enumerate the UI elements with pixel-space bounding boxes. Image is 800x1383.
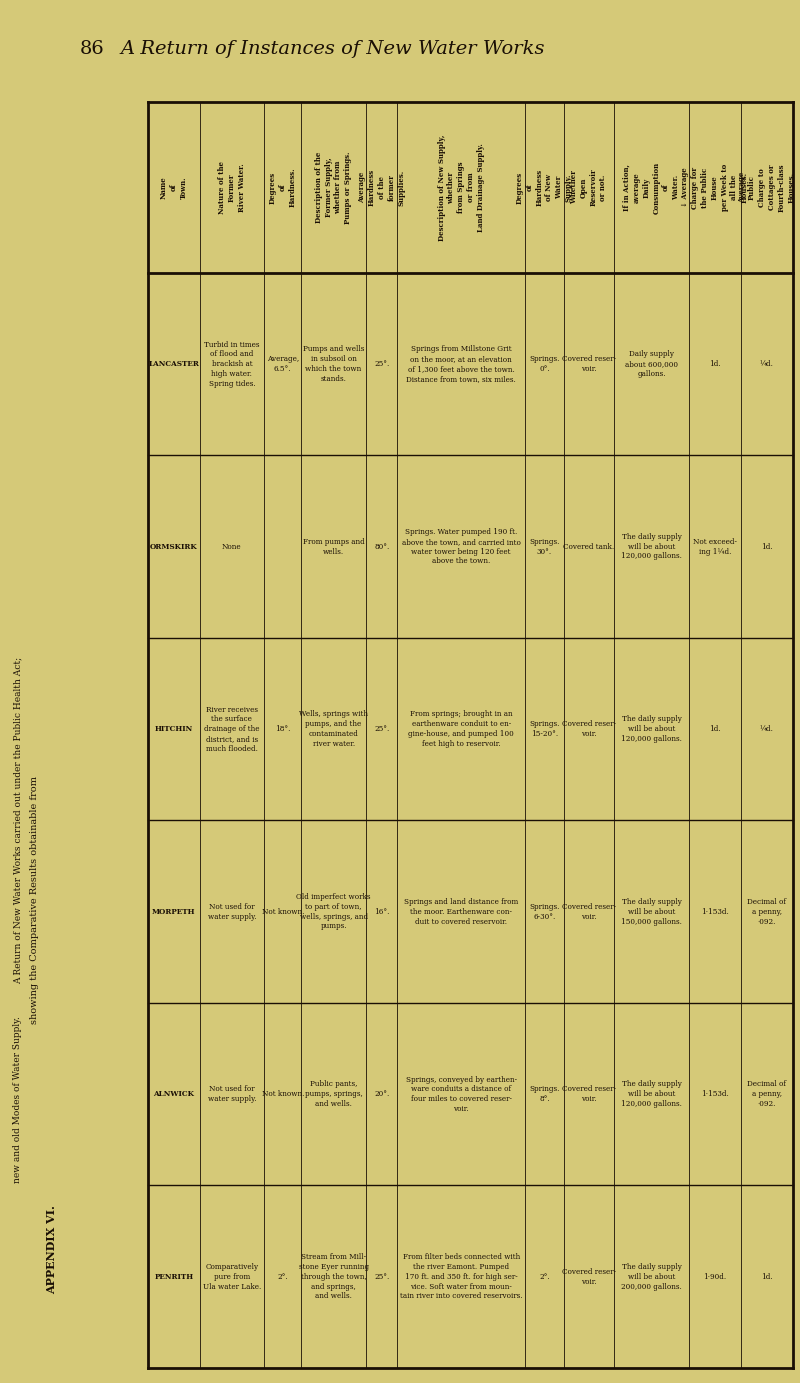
Text: Springs. Water pumped 190 ft.
above the town, and carried into
water tower being: Springs. Water pumped 190 ft. above the …	[402, 528, 521, 566]
Text: 1d.: 1d.	[761, 542, 773, 550]
Text: 86: 86	[80, 40, 105, 58]
Text: Public pants,
pumps, springs,
and wells.: Public pants, pumps, springs, and wells.	[305, 1080, 362, 1108]
Text: 1d.: 1d.	[761, 1272, 773, 1281]
Text: Not used for
water supply.: Not used for water supply.	[208, 903, 256, 921]
Text: 25°.: 25°.	[374, 360, 390, 368]
Text: MORPETH: MORPETH	[152, 907, 195, 916]
Text: Comparatively
pure from
Ula water Lake.: Comparatively pure from Ula water Lake.	[202, 1263, 261, 1290]
Text: 80°.: 80°.	[374, 542, 390, 550]
Text: 1d.: 1d.	[709, 725, 721, 733]
Text: The daily supply
will be about
200,000 gallons.: The daily supply will be about 200,000 g…	[621, 1263, 682, 1290]
Text: HITCHIN: HITCHIN	[154, 725, 193, 733]
Text: Springs, conveyed by earthen-
ware conduits a distance of
four miles to covered : Springs, conveyed by earthen- ware condu…	[406, 1076, 517, 1113]
Text: The daily supply
will be about
150,000 gallons.: The daily supply will be about 150,000 g…	[621, 898, 682, 925]
Text: Not used for
water supply.: Not used for water supply.	[208, 1086, 256, 1104]
Text: 1·153d.: 1·153d.	[701, 907, 729, 916]
Text: Springs from Millstone Grit
on the moor, at an elevation
of 1,300 feet above the: Springs from Millstone Grit on the moor,…	[406, 346, 516, 383]
Text: Springs.
6-30°.: Springs. 6-30°.	[529, 903, 559, 921]
Text: Nature of the
Former
River Water.: Nature of the Former River Water.	[218, 160, 246, 214]
Text: Name
of
Town.: Name of Town.	[160, 176, 188, 199]
Text: Springs.
30°.: Springs. 30°.	[529, 538, 559, 556]
Text: Covered reser-
voir.: Covered reser- voir.	[562, 1086, 616, 1104]
Text: Springs and land distance from
the moor. Earthenware con-
duit to covered reserv: Springs and land distance from the moor.…	[404, 898, 518, 925]
Text: 25°.: 25°.	[374, 1272, 390, 1281]
Text: new and old Modes of Water Supply.: new and old Modes of Water Supply.	[14, 1017, 22, 1184]
Text: Pumps and wells
in subsoil on
which the town
stands.: Pumps and wells in subsoil on which the …	[303, 346, 364, 383]
Text: None: None	[222, 542, 242, 550]
Text: 1·153d.: 1·153d.	[701, 1090, 729, 1098]
Text: 2°.: 2°.	[278, 1272, 288, 1281]
Text: Stream from Mill-
stone Eyer running
through the town,
and springs,
and wells.: Stream from Mill- stone Eyer running thr…	[298, 1253, 369, 1300]
Text: ¼d.: ¼d.	[760, 360, 774, 368]
Text: 16°.: 16°.	[374, 907, 390, 916]
Text: APPENDIX VI.: APPENDIX VI.	[46, 1206, 58, 1294]
Text: Average
Hardness
of the
former
Supplies.: Average Hardness of the former Supplies.	[358, 169, 406, 206]
Text: PENRITH: PENRITH	[154, 1272, 194, 1281]
Text: showing the Comparative Results obtainable from: showing the Comparative Results obtainab…	[30, 776, 39, 1023]
Text: Wells, springs with
pumps, and the
contaminated
river water.: Wells, springs with pumps, and the conta…	[299, 711, 368, 748]
Text: From filter beds connected with
the river Eamont. Pumped
170 ft. and 350 ft. for: From filter beds connected with the rive…	[400, 1253, 522, 1300]
Text: The daily supply
will be about
120,000 gallons.: The daily supply will be about 120,000 g…	[621, 715, 682, 743]
Text: A Return of New Water Works carried out under the Public Health Act;: A Return of New Water Works carried out …	[14, 657, 22, 983]
Text: Old imperfect works
to part of town,
wells, springs, and
pumps.: Old imperfect works to part of town, wel…	[296, 893, 371, 931]
Text: Springs.
8°.: Springs. 8°.	[529, 1086, 559, 1104]
Text: ↓ Average
Charge for
the Public
House
per Week to
all the
Houses.: ↓ Average Charge for the Public House pe…	[682, 163, 748, 212]
Text: 1d.: 1d.	[709, 360, 721, 368]
Text: River receives
the surface
drainage of the
district, and is
much flooded.: River receives the surface drainage of t…	[204, 705, 259, 752]
Text: Description of the
Former Supply,
whether from
Pumps or Springs.: Description of the Former Supply, whethe…	[315, 151, 352, 224]
Text: Turbid in times
of flood and
brackish at
high water.
Spring tides.: Turbid in times of flood and brackish at…	[204, 340, 259, 387]
Text: ORMSKIRK: ORMSKIRK	[150, 542, 198, 550]
Text: Degrees
of
Hardness.: Degrees of Hardness.	[269, 167, 297, 207]
Text: Whether
Open
Reservoir
or not.: Whether Open Reservoir or not.	[570, 169, 607, 206]
Text: Decimal of
a penny,
·092.: Decimal of a penny, ·092.	[747, 1080, 786, 1108]
Text: From pumps and
wells.: From pumps and wells.	[302, 538, 365, 556]
Text: Degrees
of
Hardness
of New
Water
Supply.: Degrees of Hardness of New Water Supply.	[516, 169, 573, 206]
Text: 1·90d.: 1·90d.	[703, 1272, 726, 1281]
Text: Not exceed-
ing 1¼d.: Not exceed- ing 1¼d.	[693, 538, 737, 556]
Text: Not known.: Not known.	[262, 907, 304, 916]
Text: Covered reser-
voir.: Covered reser- voir.	[562, 355, 616, 373]
Text: Not known.: Not known.	[262, 1090, 304, 1098]
Text: Covered reser-
voir.: Covered reser- voir.	[562, 1268, 616, 1286]
Text: Springs.
15-20°.: Springs. 15-20°.	[529, 721, 559, 739]
Text: Description of New Supply,
whether
from Springs
or from
Land Drainage Supply.: Description of New Supply, whether from …	[438, 134, 485, 241]
Text: A Return of Instances of New Water Works: A Return of Instances of New Water Works	[120, 40, 545, 58]
Text: Average,
6.5°.: Average, 6.5°.	[266, 355, 298, 373]
Text: ALNWICK: ALNWICK	[154, 1090, 194, 1098]
Text: Average
Public
Charge to
Cottages or
Fourth-class
Houses.: Average Public Charge to Cottages or Fou…	[738, 163, 795, 212]
Text: The daily supply
will be about
120,000 gallons.: The daily supply will be about 120,000 g…	[621, 1080, 682, 1108]
Text: Decimal of
a penny,
·092.: Decimal of a penny, ·092.	[747, 898, 786, 925]
Text: The daily supply
will be about
120,000 gallons.: The daily supply will be about 120,000 g…	[621, 532, 682, 560]
Text: Covered reser-
voir.: Covered reser- voir.	[562, 721, 616, 739]
Text: ¼d.: ¼d.	[760, 725, 774, 733]
Text: Daily supply
about 600,000
gallons.: Daily supply about 600,000 gallons.	[625, 350, 678, 378]
Text: From springs; brought in an
earthenware conduit to en-
gine-house, and pumped 10: From springs; brought in an earthenware …	[408, 711, 514, 748]
Text: LANCASTER: LANCASTER	[148, 360, 199, 368]
Text: 18°.: 18°.	[275, 725, 290, 733]
Text: Covered tank.: Covered tank.	[563, 542, 614, 550]
Text: Covered reser-
voir.: Covered reser- voir.	[562, 903, 616, 921]
Text: 25°.: 25°.	[374, 725, 390, 733]
Text: 20°.: 20°.	[374, 1090, 390, 1098]
Text: 2°.: 2°.	[539, 1272, 550, 1281]
Text: If in Action,
average
Daily
Consumption
of
Water.: If in Action, average Daily Consumption …	[623, 162, 680, 213]
Text: Springs.
0°.: Springs. 0°.	[529, 355, 559, 373]
